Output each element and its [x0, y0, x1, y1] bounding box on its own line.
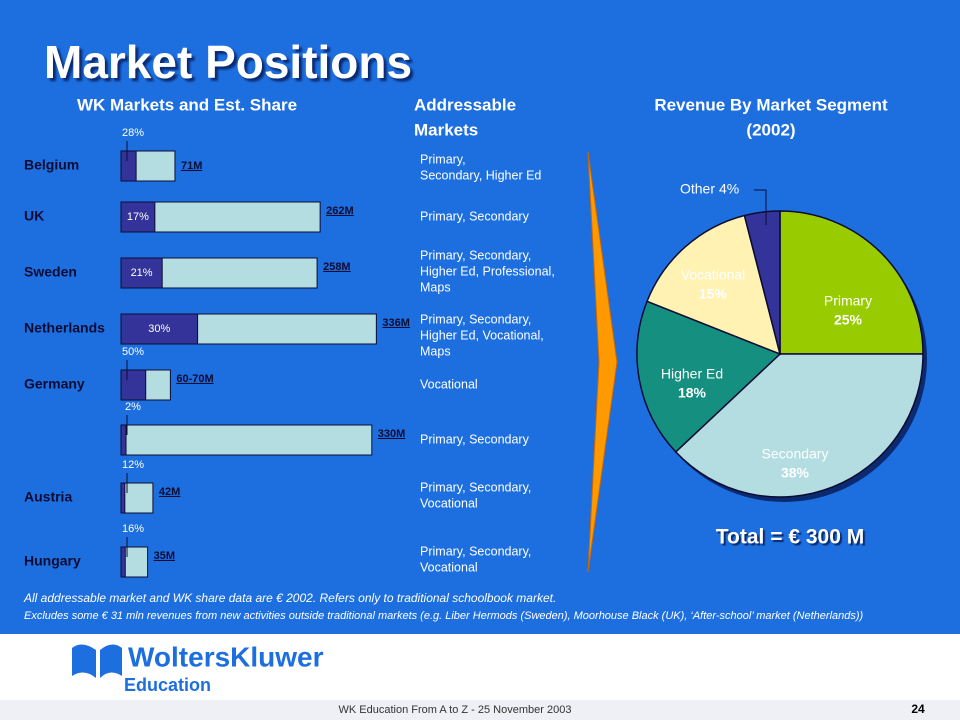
addressable-text: Primary, Secondary, [420, 248, 531, 262]
chart-title: Revenue By Market Segment [654, 95, 888, 114]
logo-unit: Education [124, 675, 211, 695]
country-label: Germany [24, 376, 85, 392]
pie-value: 25% [834, 312, 863, 328]
pie-label: Other [680, 181, 715, 197]
footer-strip [0, 700, 960, 720]
share-label: 28% [122, 127, 144, 139]
share-bar [120, 257, 163, 289]
market-label: 60-70M [176, 373, 213, 385]
share-label: 21% [131, 267, 153, 279]
market-label: 42M [159, 486, 180, 498]
pie-slice [779, 210, 924, 355]
logo-brand: WoltersKluwer [128, 641, 324, 672]
addressable-text: Primary, Secondary [420, 432, 530, 446]
market-bar [120, 424, 373, 456]
market-label: 262M [326, 205, 354, 217]
addressable-text: Secondary, Higher Ed [420, 168, 541, 182]
addressable-text: Higher Ed, Professional, [420, 264, 555, 278]
share-bar [120, 150, 137, 182]
market-label: 71M [181, 160, 202, 172]
country-label: UK [24, 208, 44, 224]
share-label: 17% [127, 211, 149, 223]
country-label: Netherlands [24, 320, 105, 336]
market-label: 35M [154, 550, 175, 562]
addressable-text: Primary, Secondary, [420, 480, 531, 494]
share-bar [120, 546, 126, 578]
share-bar [120, 201, 156, 233]
addressable-text: Primary, Secondary, [420, 544, 531, 558]
pie-slice [636, 300, 782, 453]
footnote: Excludes some € 31 mln revenues from new… [24, 610, 864, 622]
market-label: 330M [378, 428, 406, 440]
chart-title: WK Markets and Est. Share [77, 95, 297, 114]
share-label: 30% [148, 323, 170, 335]
addressable-text: Vocational [420, 496, 478, 510]
addressable-text: Primary, Secondary [420, 209, 530, 223]
pie-slice [646, 214, 782, 356]
addressable-heading: Markets [414, 120, 478, 139]
footer-text: WK Education From A to Z - 25 November 2… [339, 704, 572, 716]
country-label: Hungary [24, 553, 81, 569]
country-label: Austria [24, 489, 72, 505]
share-label: 2% [125, 401, 141, 413]
pie-label: Higher Ed [661, 366, 723, 382]
share-bar [120, 369, 147, 401]
pie-label: Vocational [681, 267, 746, 283]
share-label: 12% [122, 459, 144, 471]
addressable-text: Primary, Secondary, [420, 312, 531, 326]
pie-value: 38% [781, 465, 810, 481]
country-label: Belgium [24, 157, 79, 173]
addressable-text: Maps [420, 344, 451, 358]
addressable-text: Maps [420, 280, 451, 294]
pie-value: 18% [678, 385, 707, 401]
addressable-text: Higher Ed, Vocational, [420, 328, 544, 342]
share-label: 50% [122, 346, 144, 358]
addressable-text: Vocational [420, 377, 478, 391]
share-bar [120, 313, 199, 345]
pie-label: Primary [824, 293, 872, 309]
leader [754, 189, 767, 225]
addressable-text: Vocational [420, 560, 478, 574]
pie-value: 15% [699, 286, 728, 302]
pie-slice [743, 210, 781, 355]
title: Market Positions [44, 36, 412, 88]
country-label: Sweden [24, 264, 77, 280]
share-label: 16% [122, 523, 144, 535]
share-bar [120, 482, 126, 514]
market-label: 336M [382, 317, 410, 329]
share-bar [120, 424, 127, 456]
market-label: 258M [323, 261, 351, 273]
addressable-text: Primary, [420, 152, 466, 166]
market-bar [120, 482, 154, 514]
addressable-heading: Addressable [414, 95, 516, 114]
pie-slice [674, 353, 924, 498]
chart-title: (2002) [746, 120, 795, 139]
pie-label: Secondary [762, 446, 829, 462]
pie-value: 4% [719, 181, 739, 197]
footnote: All addressable market and WK share data… [23, 591, 556, 605]
logo-icon [72, 644, 122, 678]
arrow [587, 151, 618, 573]
page-number: 24 [911, 702, 925, 716]
total: Total = € 300 M [716, 526, 864, 549]
